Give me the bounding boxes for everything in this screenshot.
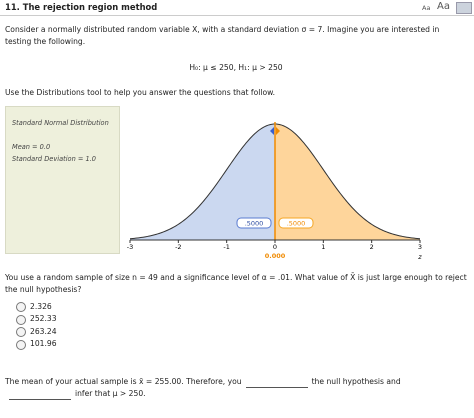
x-tick-label: 3 [418, 243, 422, 251]
cutoff-handle [276, 127, 280, 135]
answer-dropdown[interactable] [245, 379, 308, 388]
instruction: Use the Distributions tool to help you a… [5, 88, 276, 97]
question-title: 11. The rejection region method [5, 2, 158, 12]
mean-text: Mean = 0.0 [12, 143, 51, 151]
x-tick-label: 1 [321, 243, 325, 251]
divider [0, 15, 474, 16]
x-tick-label: -2 [175, 243, 181, 251]
hypotheses: H₀: μ ≤ 250, H₁: μ > 250 [189, 63, 283, 72]
cutoff-label: 0.000 [265, 252, 286, 260]
question-text: You use a random sample of size n = 49 a… [5, 273, 467, 294]
left-area-label: .5000 [245, 220, 264, 228]
x-tick-label: 0 [273, 243, 277, 251]
axis-label: z [417, 253, 422, 261]
right-area-label-box [278, 217, 314, 229]
conclusion-text: infer that μ > 250. [75, 389, 146, 398]
option-label[interactable]: 101.96 [30, 339, 57, 348]
tool-panel: Standard Normal Distribution Mean = 0.0 … [5, 106, 120, 254]
left-area-label-box [236, 217, 272, 229]
option-label[interactable]: 252.33 [30, 314, 57, 323]
right-area-label: .5000 [287, 220, 306, 228]
panel-title: Standard Normal Distribution [12, 119, 109, 127]
print-icon[interactable] [456, 2, 472, 14]
option-label[interactable]: 2.326 [30, 301, 52, 311]
x-tick-label: -1 [223, 243, 229, 251]
font-small-button[interactable]: Aa [422, 4, 431, 12]
intro-text: Consider a normally distributed random v… [5, 25, 440, 46]
x-tick-label: 2 [370, 243, 374, 251]
cutoff-handle [270, 127, 274, 135]
radio-button[interactable] [16, 339, 26, 350]
radio-button[interactable] [16, 314, 26, 325]
distribution-chart: -3 -2 -1 0 1 2 3 z .5000 .5000 0.000 [127, 122, 422, 261]
option-label[interactable]: 263.24 [30, 326, 57, 336]
font-large-button[interactable]: Aa [437, 1, 450, 12]
x-tick-label: -3 [127, 243, 133, 251]
conclusion: The mean of your actual sample is x̄ = 2… [5, 376, 467, 400]
radio-button[interactable] [16, 327, 26, 337]
answer-dropdown[interactable] [9, 391, 71, 400]
sd-text: Standard Deviation = 1.0 [12, 155, 96, 163]
conclusion-text: The mean of your actual sample is x̄ = 2… [5, 377, 242, 386]
conclusion-text: the null hypothesis and [311, 377, 401, 386]
radio-button[interactable] [16, 302, 26, 312]
